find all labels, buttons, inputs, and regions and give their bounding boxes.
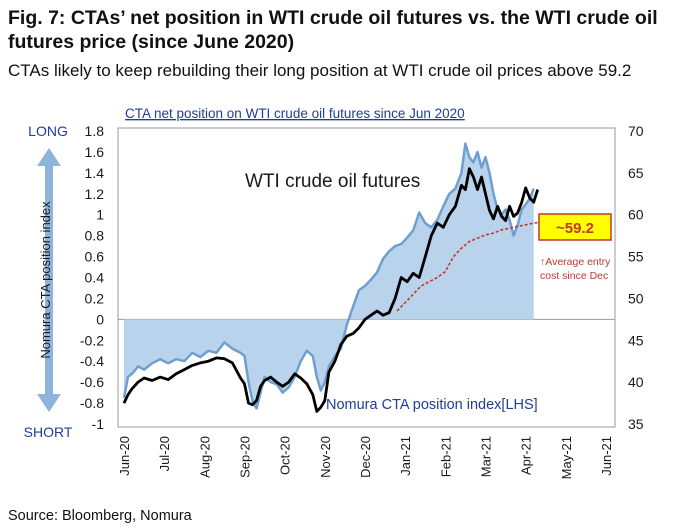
- left-tick-label: 0: [96, 311, 104, 327]
- plot-frame: [117, 127, 616, 428]
- left-axis-label: Nomura CTA position index: [38, 201, 53, 359]
- right-tick-label: 40: [628, 374, 644, 390]
- x-tick-label: Jan-21: [398, 436, 413, 476]
- chart-title: CTA net position on WTI crude oil future…: [125, 106, 465, 121]
- wti-series-label: WTI crude oil futures: [245, 171, 420, 192]
- avg-entry-label-1: ↑Average entry: [540, 256, 611, 268]
- avg-entry-label-2: cost since Dec: [540, 270, 608, 282]
- left-axis-ticks: 1.8 1.6 1.4 1.2 1 0.8 0.6 0.4 0.2 0 -0.2 -0.4 -0.6 -0…: [80, 123, 104, 432]
- cta-area: [124, 143, 534, 409]
- right-tick-label: 45: [628, 332, 644, 348]
- right-tick-label: 55: [628, 249, 644, 265]
- left-tick-label: 0.4: [85, 270, 105, 286]
- avg-entry-layer: [396, 220, 546, 312]
- avg-entry-line: [396, 220, 546, 312]
- left-tick-label: -0.8: [80, 395, 104, 411]
- left-tick-label: 1.4: [85, 165, 105, 181]
- x-tick-label: Jun-21: [599, 436, 614, 476]
- callout-box: [538, 213, 612, 241]
- x-tick-label: Oct-20: [278, 436, 293, 475]
- left-tick-label: 1: [96, 207, 104, 223]
- short-label: SHORT: [24, 424, 73, 440]
- figure-subtitle: CTAs likely to keep rebuilding their lon…: [8, 61, 632, 80]
- right-tick-label: 65: [628, 165, 644, 181]
- cta-series-label: Nomura CTA position index[LHS]: [326, 397, 538, 413]
- figure-title: Fig. 7: CTAs’ net position in WTI crude …: [8, 7, 658, 53]
- left-tick-label: 1.8: [85, 123, 105, 139]
- x-tick-label: Apr-21: [519, 436, 534, 475]
- figure-source: Source: Bloomberg, Nomura: [8, 508, 192, 524]
- x-tick-label: Mar-21: [479, 436, 494, 477]
- double-arrow-icon: [37, 148, 61, 412]
- x-axis-ticks: Jun-20 Jul-20 Aug-20 Sep-20 Oct-20 Nov-20 Dec-…: [117, 436, 614, 479]
- right-tick-label: 50: [628, 290, 644, 306]
- cta-area-layer: [122, 142, 535, 410]
- callout-value: ~59.2: [556, 220, 594, 237]
- long-short-arrow: [37, 148, 61, 412]
- long-label: LONG: [28, 123, 68, 139]
- left-tick-label: 1.2: [85, 186, 105, 202]
- left-tick-label: 1.6: [85, 144, 105, 160]
- x-tick-label: May-21: [559, 436, 574, 479]
- left-tick-label: 0.2: [85, 290, 105, 306]
- left-tick-label: 0.6: [85, 249, 105, 265]
- wti-line-layer: [122, 167, 540, 413]
- right-tick-label: 60: [628, 207, 644, 223]
- left-tick-label: -1: [92, 416, 105, 432]
- left-tick-label: -0.4: [80, 353, 104, 369]
- left-tick-label: 0.8: [85, 228, 105, 244]
- right-tick-label: 35: [628, 416, 644, 432]
- cta-outline: [122, 142, 535, 410]
- x-tick-label: Aug-20: [197, 436, 212, 478]
- wti-line: [122, 167, 540, 413]
- left-tick-label: -0.6: [80, 374, 104, 390]
- right-axis-ticks: 70 65 60 55 50 45 40 35: [628, 123, 644, 432]
- left-tick-label: -0.2: [80, 332, 104, 348]
- right-tick-label: 70: [628, 123, 644, 139]
- x-tick-label: Sep-20: [238, 436, 253, 478]
- x-tick-label: Nov-20: [318, 436, 333, 478]
- x-tick-label: Jul-20: [157, 436, 172, 471]
- x-tick-label: Feb-21: [438, 436, 453, 477]
- x-tick-label: Dec-20: [358, 436, 373, 478]
- x-tick-label: Jun-20: [117, 436, 132, 476]
